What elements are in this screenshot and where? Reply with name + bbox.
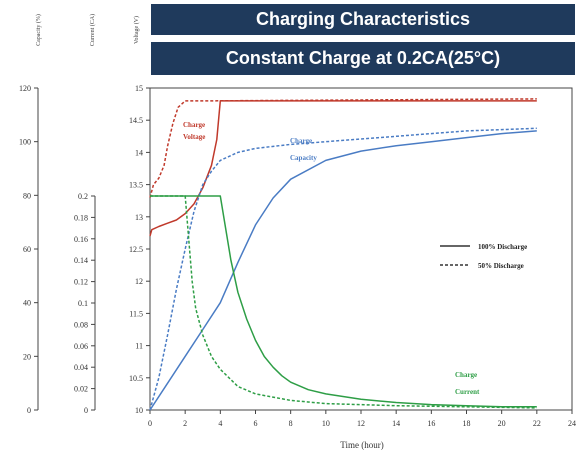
current-tick-label: 0.08 (74, 320, 88, 329)
voltage-tick-label: 13.5 (129, 181, 143, 190)
current-tick-label: 0.2 (78, 192, 88, 201)
current-axis-title: Current (CA) (89, 14, 96, 46)
series-layer (149, 98, 537, 411)
x-tick-label: 8 (289, 419, 293, 428)
current-tick-label: 0.04 (74, 363, 88, 372)
voltage-line-100-discharge (149, 100, 537, 237)
capacity-tick-label: 0 (27, 406, 31, 415)
voltage-tick-label: 12 (135, 277, 143, 286)
current-tick-label: 0.14 (74, 256, 88, 265)
capacity-tick-label: 20 (23, 352, 31, 361)
voltage-tick-label: 12.5 (129, 245, 143, 254)
current-tick-label: 0.12 (74, 278, 88, 287)
x-tick-label: 16 (427, 419, 435, 428)
current-line-50-discharge (150, 195, 537, 409)
capacity-tick-label: 120 (19, 84, 31, 93)
voltage-tick-label: 15 (135, 84, 143, 93)
chart-title-banner: Charging Characteristics (151, 4, 575, 35)
current-tick-label: 0.18 (74, 213, 88, 222)
x-tick-label: 10 (322, 419, 330, 428)
legend-label-100: 100% Discharge (478, 243, 527, 251)
current-line-100-discharge (150, 195, 537, 408)
axes-layer: 0 2 4 6 8 10 12 14 16 18 20 22 2402040608010012000.0… (19, 84, 576, 428)
capacity-tick-label: 40 (23, 299, 31, 308)
current-tick-label: 0.02 (74, 385, 88, 394)
legend-label-50: 50% Discharge (478, 262, 524, 270)
voltage-tick-label: 11 (135, 342, 143, 351)
capacity-line-100-discharge (149, 130, 537, 411)
voltage-label-charge: Charge (183, 121, 205, 129)
current-label-current: Current (455, 388, 480, 396)
voltage-tick-label: 10 (135, 406, 143, 415)
x-tick-label: 14 (392, 419, 400, 428)
voltage-label-voltage: Voltage (183, 133, 205, 141)
capacity-label-capacity: Capacity (290, 154, 317, 162)
voltage-axis-title: Voltage (V) (133, 16, 140, 44)
capacity-tick-label: 80 (23, 191, 31, 200)
capacity-axis-title: Capacity (%) (35, 14, 42, 46)
x-tick-label: 18 (463, 419, 471, 428)
current-tick-label: 0.16 (74, 235, 88, 244)
x-tick-label: 6 (254, 419, 258, 428)
x-tick-label: 24 (568, 419, 576, 428)
x-tick-label: 4 (218, 419, 222, 428)
current-tick-label: 0.1 (78, 299, 88, 308)
voltage-tick-label: 10.5 (129, 374, 143, 383)
capacity-tick-label: 60 (23, 245, 31, 254)
current-tick-label: 0.06 (74, 342, 88, 351)
x-tick-label: 12 (357, 419, 365, 428)
capacity-tick-label: 100 (19, 138, 31, 147)
voltage-tick-label: 14 (135, 148, 143, 157)
x-tick-label: 20 (498, 419, 506, 428)
current-tick-label: 0 (84, 406, 88, 415)
x-tick-label: 0 (148, 419, 152, 428)
current-label-charge: Charge (455, 371, 477, 379)
voltage-tick-label: 14.5 (129, 116, 143, 125)
x-tick-label: 2 (183, 419, 187, 428)
chart-subtitle-banner: Constant Charge at 0.2CA(25°C) (151, 42, 575, 75)
capacity-line-50-discharge (149, 127, 537, 411)
voltage-tick-label: 11.5 (129, 309, 143, 318)
voltage-line-50-discharge (149, 98, 537, 198)
capacity-label-charge: Charge (290, 137, 312, 145)
voltage-tick-label: 13 (135, 213, 143, 222)
x-axis-title: Time (hour) (340, 440, 383, 450)
x-tick-label: 22 (533, 419, 541, 428)
